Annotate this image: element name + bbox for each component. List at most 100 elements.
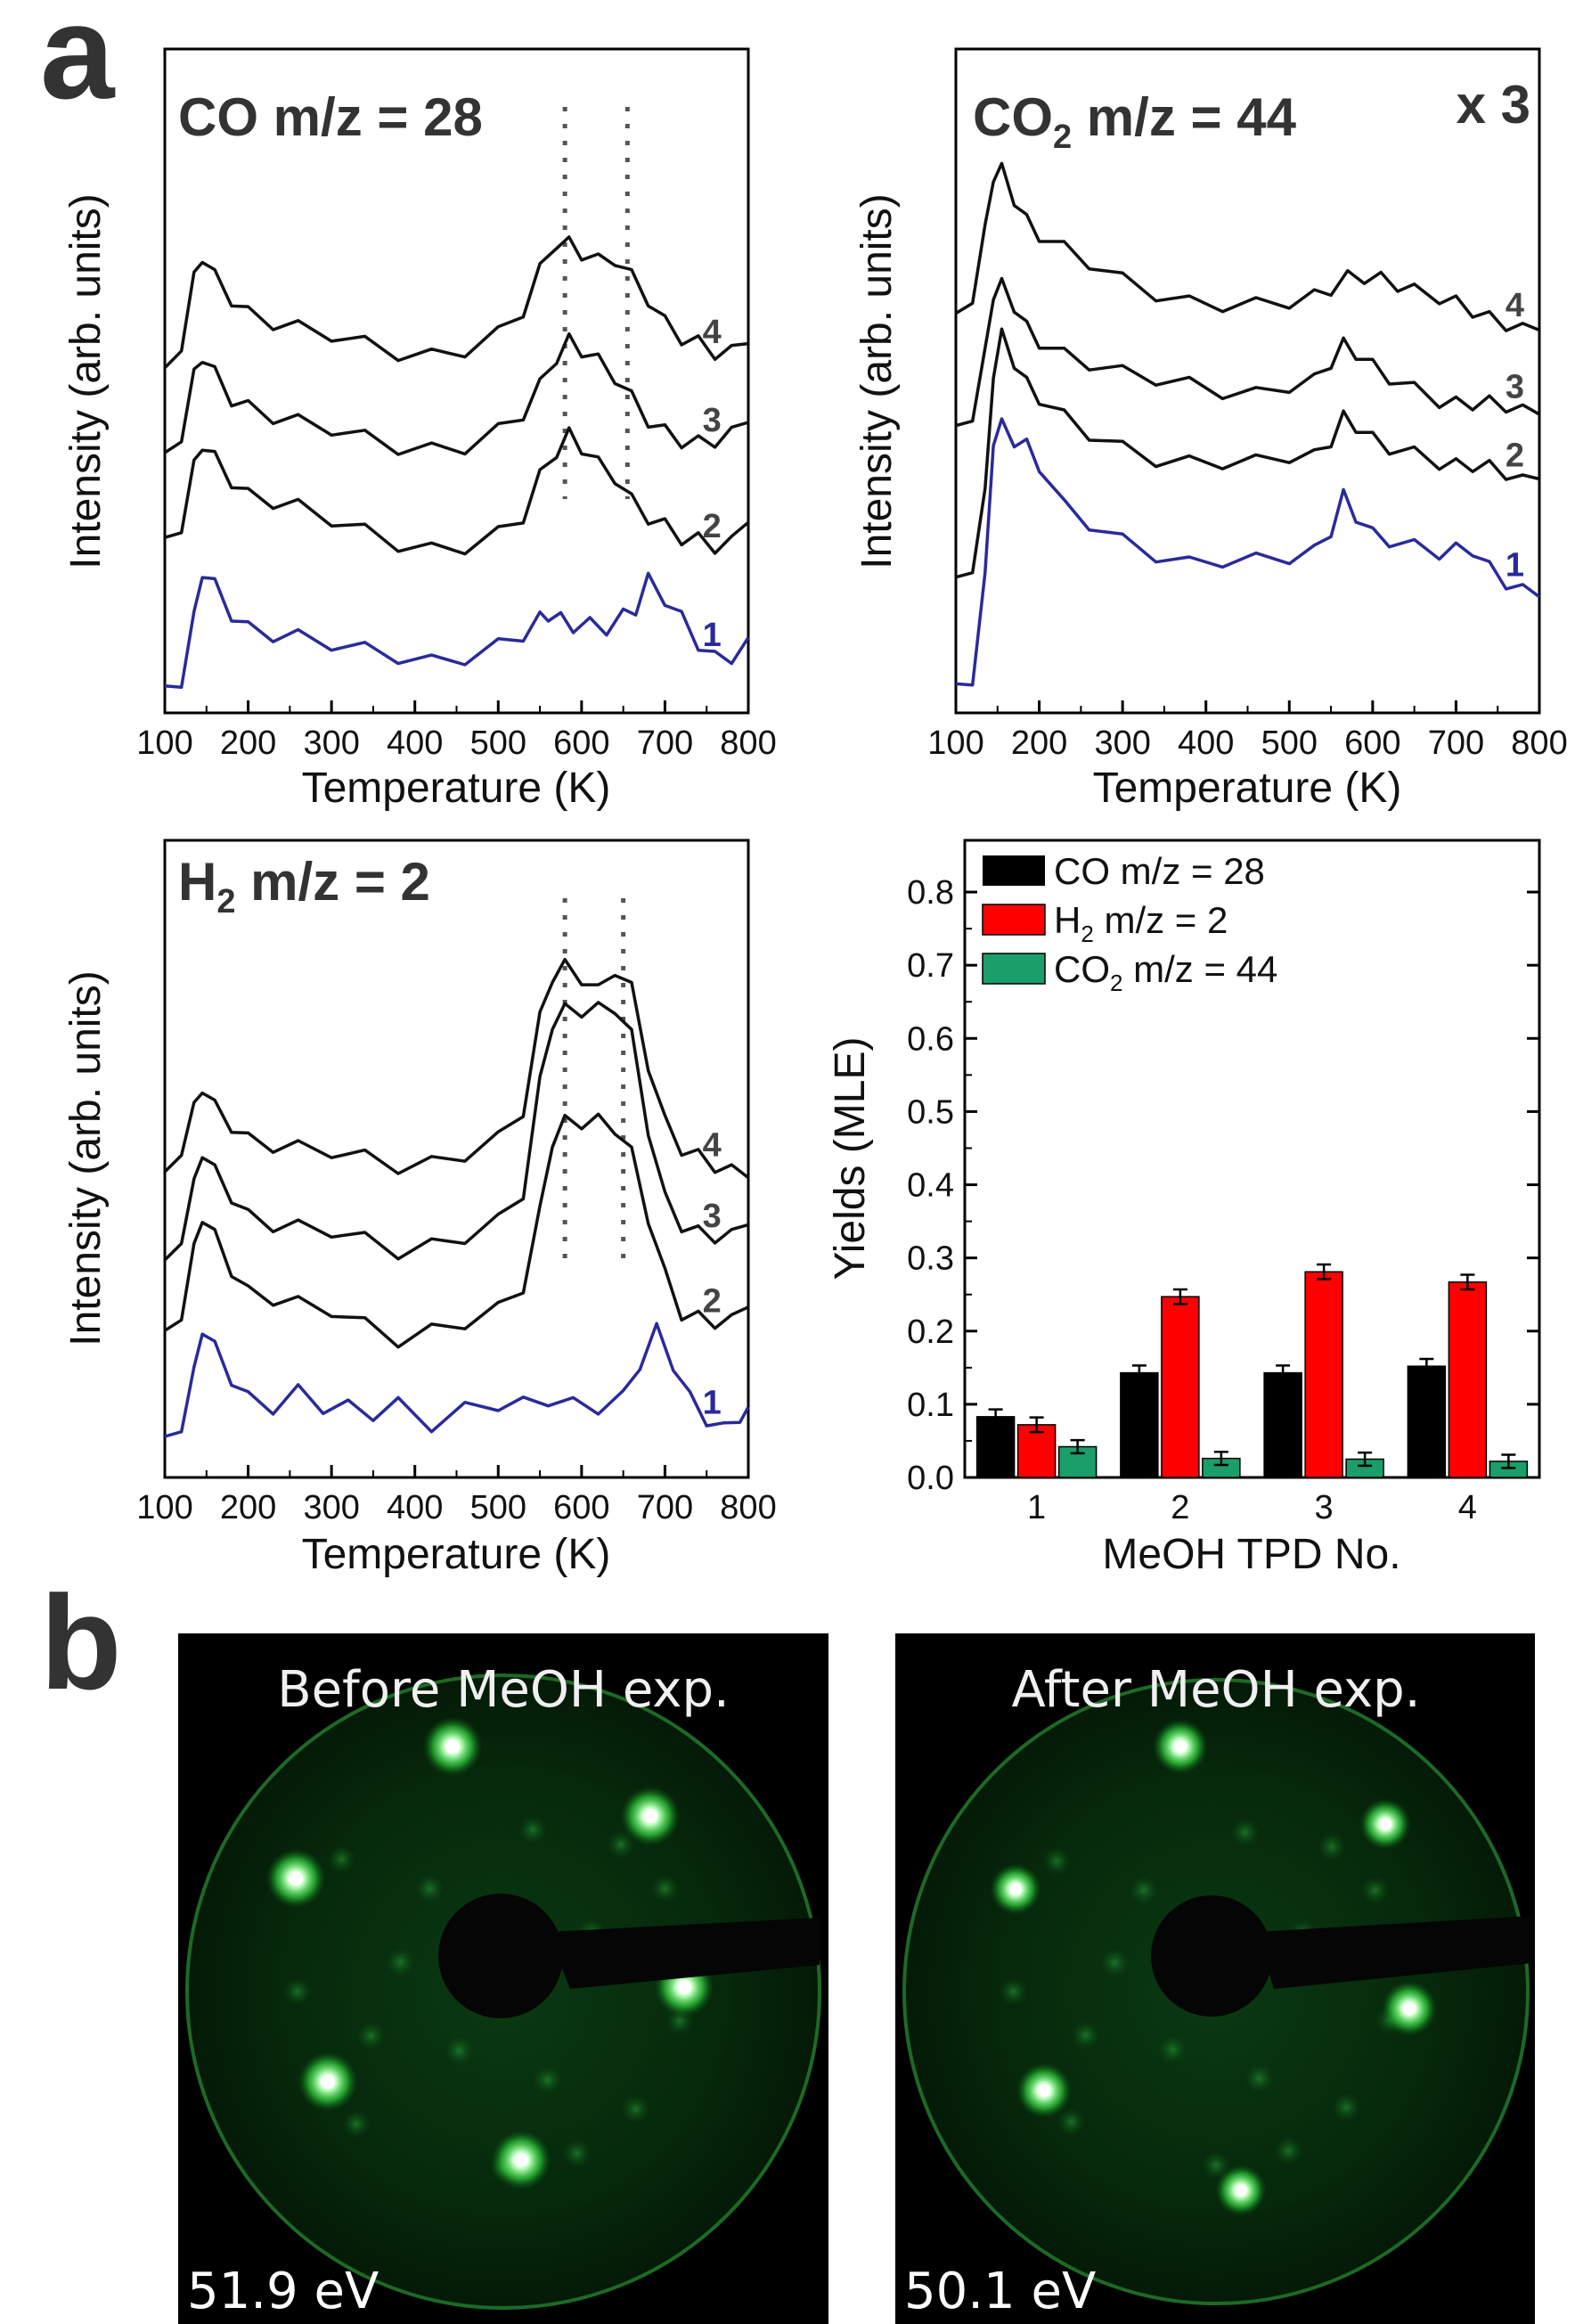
yields-x-tick-label: 3 <box>1315 1489 1334 1526</box>
h2-x-tick-label: 400 <box>387 1489 443 1526</box>
legend-h2-subscript: 2 <box>1081 921 1093 947</box>
h2-x-tick-label: 700 <box>637 1489 693 1526</box>
yields-y-tick-label: 0.6 <box>907 1020 954 1058</box>
leed-faint-spot <box>327 1845 356 1874</box>
leed-faint-spot <box>1244 2064 1274 2093</box>
co-chart-title: CO m/z = 28 <box>178 87 483 147</box>
leed-before-title: Before MeOH exp. <box>277 1661 730 1719</box>
leed-faint-spot <box>1158 2035 1187 2064</box>
h2-chart-title: H2 m/z = 2 <box>178 852 430 921</box>
leed-faint-spot <box>356 2021 386 2050</box>
leed-spot-core <box>1234 2183 1248 2197</box>
co2-x-tick-label: 700 <box>1428 724 1484 762</box>
co2-series-label-2: 2 <box>1506 437 1524 474</box>
h2-series-label-2: 2 <box>703 1283 722 1321</box>
leed-before-gun-shadow <box>438 1894 563 2018</box>
leed-image-before: Before MeOH exp. 51.9 eV <box>178 1633 828 2324</box>
co2-series-group <box>955 161 1541 687</box>
leed-faint-spot <box>1042 1846 1072 1876</box>
h2-title-main: H <box>178 852 216 912</box>
yields-y-tick-label: 0.3 <box>907 1240 954 1278</box>
co-series-labels: 1 2 3 4 <box>703 314 722 654</box>
h2-x-axis: 100 200 300 400 500 600 700 800 <box>136 1465 777 1526</box>
leed-faint-spot <box>283 1977 312 2006</box>
co2-title-subscript: 2 <box>1053 119 1072 156</box>
h2-series-group <box>163 957 750 1438</box>
legend-label-h2: H2 m/z = 2 <box>1054 899 1228 947</box>
co2-plot-frame <box>954 47 1541 715</box>
co2-x-tick-label: 100 <box>927 724 983 762</box>
co2-series-labels: 1 2 3 4 <box>1506 287 1524 584</box>
leed-faint-spot <box>518 1815 547 1845</box>
legend-co2-subscript: 2 <box>1110 970 1122 996</box>
leed-spot-core <box>288 1870 304 1886</box>
legend-label-co: CO m/z = 28 <box>1054 850 1265 892</box>
leed-spot-core <box>1008 1882 1023 1896</box>
h2-series-line-3 <box>163 1001 749 1262</box>
h2-dotted-lines <box>562 898 626 1264</box>
h2-series-line-2 <box>164 1112 749 1349</box>
yields-x-tick-label: 1 <box>1027 1489 1046 1526</box>
yields-bar-h2 <box>1304 1271 1343 1478</box>
h2-x-tick-label: 600 <box>553 1489 609 1526</box>
yields-y-axis: 0.0 0.1 0.2 0.3 0.4 0.5 0.6 0.7 0.8 <box>907 874 1539 1497</box>
yields-bar-h2 <box>1448 1281 1488 1478</box>
co2-y-axis-label: Intensity (arb. units) <box>853 193 901 569</box>
co-series-line-4 <box>163 235 749 370</box>
yields-y-tick-label: 0.2 <box>907 1313 954 1351</box>
co-plot-frame <box>163 47 750 715</box>
leed-faint-spot <box>621 2095 650 2124</box>
leed-after-bright-spots <box>990 1718 1438 2216</box>
co-x-tick-label: 400 <box>387 724 443 762</box>
h2-y-axis-label: Intensity (arb. units) <box>62 970 110 1346</box>
co2-x-tick-label: 200 <box>1011 724 1067 762</box>
h2-x-tick-label: 800 <box>720 1489 776 1526</box>
leed-spot-core <box>320 2074 336 2090</box>
h2-x-tick-label: 300 <box>303 1489 359 1526</box>
co-x-axis: 100 200 300 400 500 600 700 800 <box>136 700 777 762</box>
leed-spot-core <box>513 2152 529 2168</box>
legend-label-co2: CO2 m/z = 44 <box>1054 948 1277 996</box>
h2-series-line-1 <box>164 1322 750 1438</box>
yields-x-axis-label: MeOH TPD No. <box>1102 1531 1400 1578</box>
leed-faint-spot <box>342 2109 371 2139</box>
yields-y-tick-label: 0.7 <box>907 947 954 985</box>
yields-y-tick-label: 0.1 <box>907 1387 954 1424</box>
co2-x-tick-label: 300 <box>1094 724 1150 762</box>
yields-x-tick-label: 2 <box>1171 1489 1189 1526</box>
h2-x-axis-label: Temperature (K) <box>302 1531 611 1578</box>
co2-series-line-1 <box>955 417 1541 687</box>
co2-series-label-4: 4 <box>1506 287 1524 324</box>
co-tpd-chart: CO m/z = 28 1 2 3 4 100 200 300 400 500 600 700 80… <box>62 47 777 812</box>
legend-co-main: CO m/z = 28 <box>1054 850 1265 892</box>
leed-faint-spot <box>1360 1876 1390 1905</box>
yields-bar-h2 <box>1161 1296 1200 1478</box>
h2-title-rest: m/z = 2 <box>235 852 429 912</box>
co-x-tick-label: 800 <box>720 724 776 762</box>
co-series-label-3: 3 <box>703 402 722 439</box>
leed-faint-spot <box>415 1874 445 1903</box>
leed-faint-spot <box>1274 2136 1303 2165</box>
co2-x-axis-label: Temperature (K) <box>1093 765 1402 812</box>
leed-faint-spot <box>533 2066 562 2094</box>
panel-a-label: a <box>40 0 116 127</box>
leed-faint-spot <box>562 2139 592 2168</box>
co-x-tick-label: 500 <box>470 724 526 762</box>
yields-y-tick-label: 0.4 <box>907 1167 954 1205</box>
co-x-axis-label: Temperature (K) <box>302 765 611 812</box>
yields-bars <box>975 1263 1529 1478</box>
co-series-label-1: 1 <box>703 617 722 654</box>
h2-series-label-4: 4 <box>703 1127 722 1165</box>
legend-swatch-h2 <box>982 904 1046 936</box>
yields-legend: CO m/z = 28 H2 m/z = 2 CO2 m/z = 44 <box>982 850 1277 996</box>
leed-spot-core <box>676 1979 692 1995</box>
leed-spot-core <box>642 1808 658 1824</box>
h2-series-line-4 <box>163 957 750 1179</box>
leed-faint-spot <box>1129 1876 1158 1905</box>
h2-series-labels: 1 2 3 4 <box>703 1127 722 1422</box>
leed-spot-core <box>1378 1817 1392 1831</box>
leed-faint-spot <box>1230 1818 1260 1847</box>
leed-faint-spot <box>386 1948 415 1976</box>
